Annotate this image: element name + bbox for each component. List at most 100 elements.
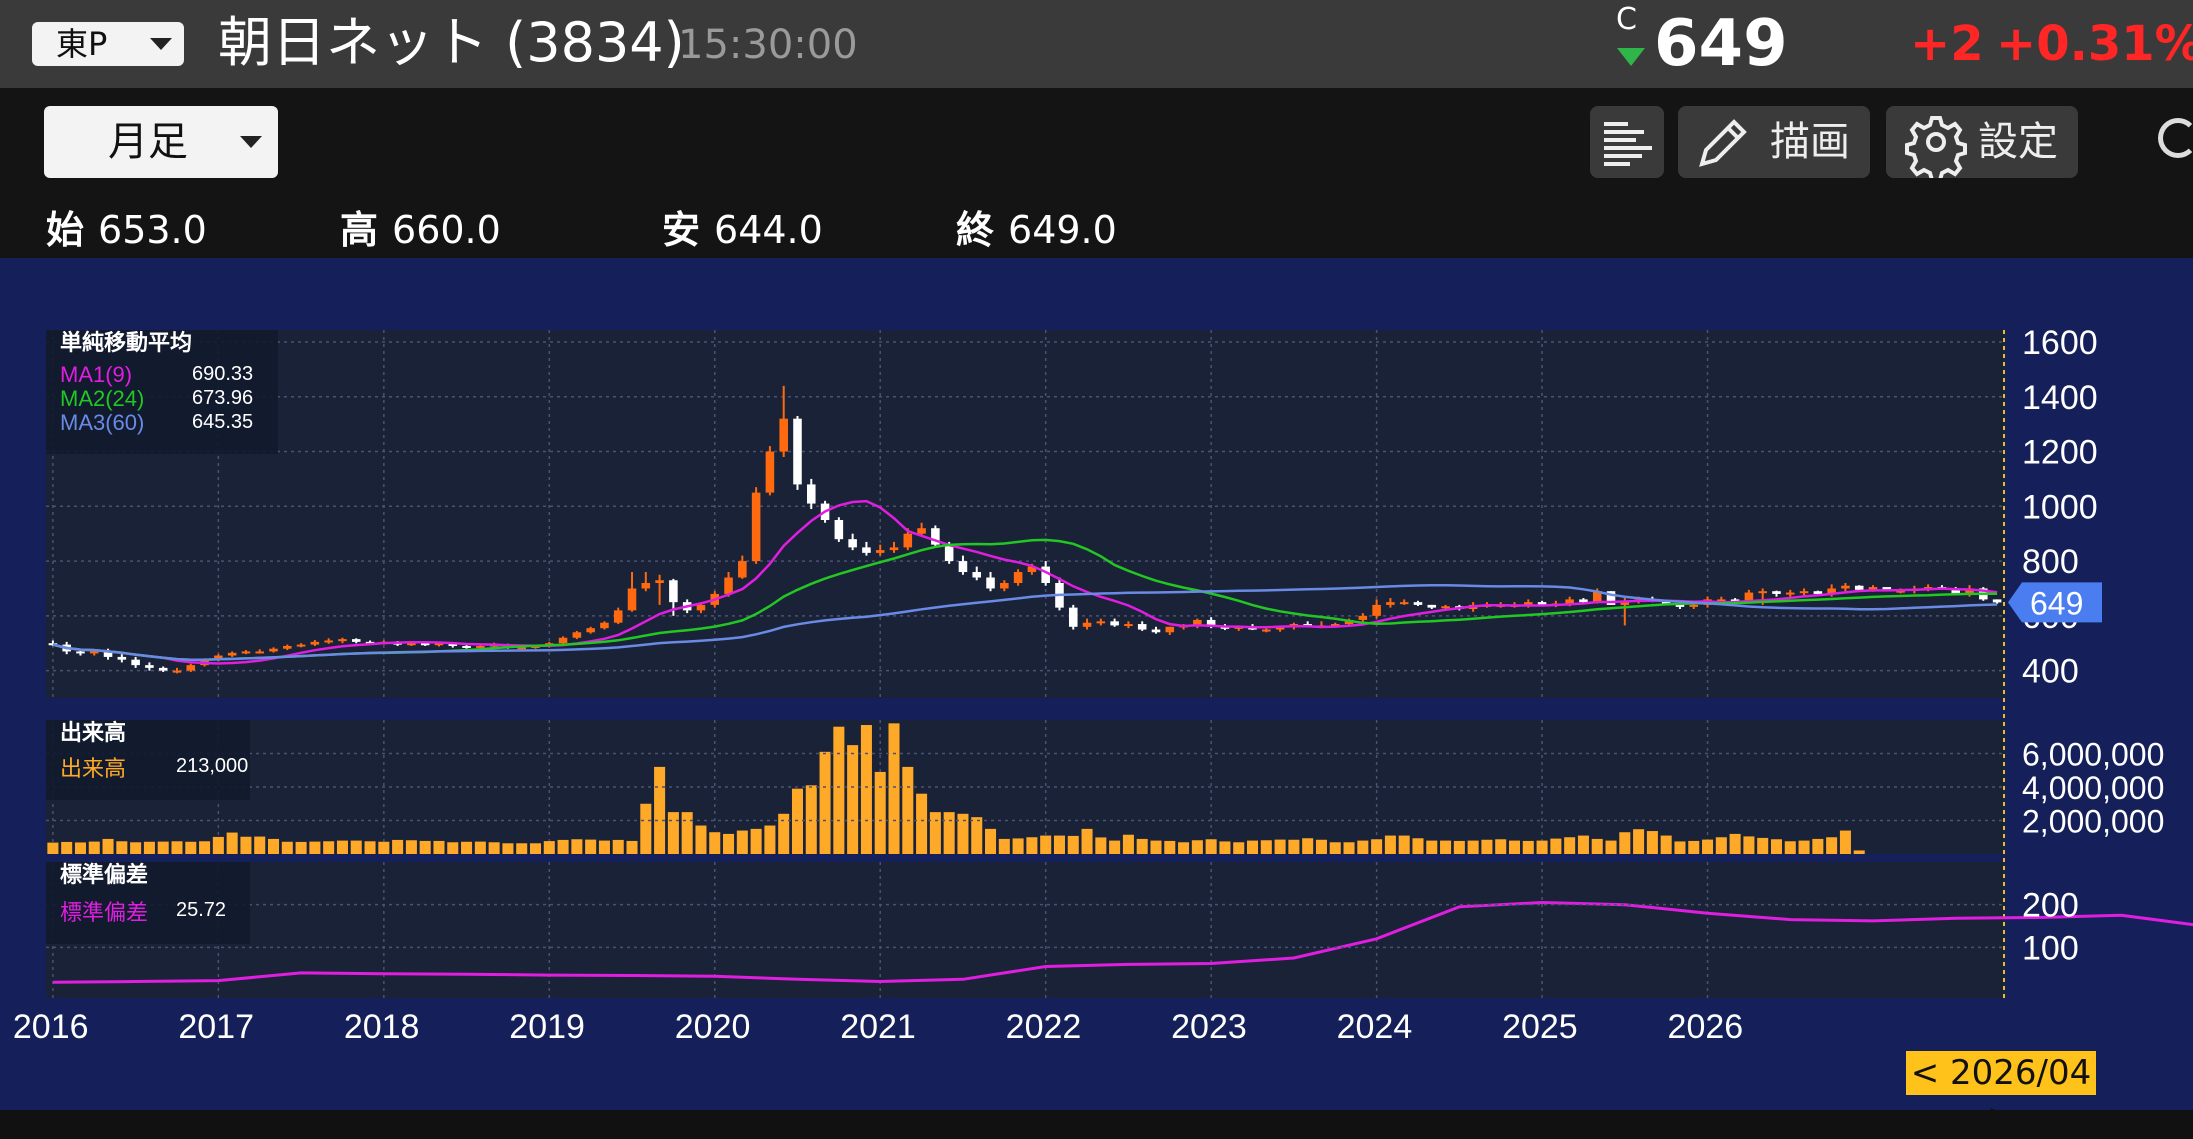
volume-bar (1357, 840, 1369, 854)
candle-body (1206, 619, 1216, 627)
candle-body (917, 528, 926, 534)
volume-bar (1674, 841, 1686, 854)
candle-body (1786, 592, 1795, 595)
candle-body (1124, 624, 1133, 627)
candle-body (1082, 622, 1092, 627)
candle-body (158, 667, 168, 671)
volume-bar (502, 843, 514, 854)
volume-bar (1495, 839, 1507, 854)
candle-body (145, 665, 154, 668)
candle-body (1992, 599, 2002, 603)
volume-bar (102, 838, 114, 854)
candle-body (1372, 604, 1381, 616)
candle-body (517, 647, 526, 650)
selected-date-badge[interactable]: < 2026/04 > (1906, 1051, 2096, 1137)
chevron-down-icon (150, 38, 172, 50)
candle-body (103, 651, 113, 657)
candle-body (889, 547, 899, 551)
reload-icon[interactable] (2158, 118, 2193, 158)
stock-chart[interactable]: 2016 2017 2018 2019 2020 2021 2022 2023 2024 2025… (0, 258, 2193, 1110)
volume-bar (805, 785, 817, 854)
volume-bar (1219, 841, 1231, 854)
candle-body (1854, 585, 1864, 590)
candle-body (462, 645, 471, 648)
volume-bar (171, 841, 183, 854)
volume-bar (1440, 840, 1452, 854)
volume-bar (199, 841, 211, 854)
settings-button[interactable]: 設定 (1886, 106, 2078, 178)
stock-time: 15:30:00 (678, 22, 858, 68)
candle-body (558, 637, 568, 644)
volume-bar (667, 812, 679, 854)
volume-bar (723, 833, 735, 854)
candle-body (944, 544, 954, 562)
volume-bar (860, 725, 872, 854)
volume-bar (1784, 841, 1796, 854)
volume-bar (1702, 839, 1714, 854)
volume-bar (1646, 831, 1658, 854)
volume-bar (1591, 838, 1603, 854)
period-select[interactable]: 月足 (44, 106, 278, 178)
volume-bar (364, 841, 376, 854)
candle-body (1165, 626, 1175, 633)
volume-bar (1757, 837, 1769, 854)
volume-bar (419, 840, 431, 854)
volume-bar (226, 832, 238, 854)
close-indicator: C (1616, 2, 1637, 37)
pencil-icon (1699, 119, 1747, 167)
candle-body (89, 651, 99, 654)
volume-bar (929, 812, 941, 854)
volume-bar (1798, 840, 1810, 854)
ma-legend-name: MA3(60) (60, 410, 144, 435)
volume-bar (1164, 840, 1176, 854)
candle-body (669, 580, 678, 603)
volume-bar (1853, 850, 1865, 854)
stddev-legend-value: 25.72 (176, 899, 226, 921)
volume-bar (1577, 835, 1589, 854)
x-tick-label: 2018 (344, 1008, 420, 1046)
draw-button[interactable]: 描画 (1678, 106, 1870, 178)
x-tick-label: 2017 (178, 1008, 254, 1046)
volume-legend-title: 出来高 (60, 720, 126, 745)
candle-body (1717, 599, 1726, 602)
volume-bar (1081, 828, 1093, 854)
ma-legend-box (46, 330, 278, 454)
candle-body (269, 648, 278, 652)
volume-bar (695, 825, 707, 854)
volume-bar (902, 766, 914, 854)
candle-body (738, 561, 747, 578)
market-select[interactable]: 東P (32, 22, 184, 66)
stddev-tick-label: 100 (2022, 929, 2079, 967)
candle-body (476, 645, 485, 648)
candle-body (1758, 591, 1767, 594)
candle-body (972, 572, 982, 578)
x-tick-label: 2020 (675, 1008, 751, 1046)
ma-legend-title: 単純移動平均 (60, 330, 192, 355)
volume-bar (1288, 839, 1300, 854)
top-bar: 東P 朝日ネット (3834) 15:30:00 C 649 +2 +0.31% (0, 0, 2193, 88)
volume-bar (943, 812, 955, 854)
candle-body (310, 641, 320, 645)
candle-body (407, 643, 416, 646)
candle-body (1882, 587, 1892, 592)
volume-bar (1508, 840, 1521, 854)
volume-bar (1329, 842, 1341, 854)
x-tick-label: 2025 (1502, 1008, 1578, 1046)
candle-body (1965, 588, 1974, 594)
volume-bar (778, 813, 790, 854)
chart-area[interactable]: 2016 2017 2018 2019 2020 2021 2022 2023 2024 2025… (0, 258, 2193, 1110)
volume-bar (626, 840, 638, 854)
y-tick-label: 1200 (2022, 434, 2098, 472)
volume-bar (47, 842, 59, 854)
volume-bar (819, 751, 831, 854)
stddev-panel (46, 862, 2004, 998)
candle-body (1772, 591, 1781, 594)
list-button[interactable] (1590, 106, 1664, 178)
candle-body (793, 418, 802, 485)
volume-bar (612, 839, 624, 854)
candle-body (1151, 629, 1161, 633)
candle-body (958, 561, 968, 573)
volume-bar (185, 841, 197, 854)
candle-body (1427, 604, 1437, 608)
candle-body (434, 643, 444, 646)
